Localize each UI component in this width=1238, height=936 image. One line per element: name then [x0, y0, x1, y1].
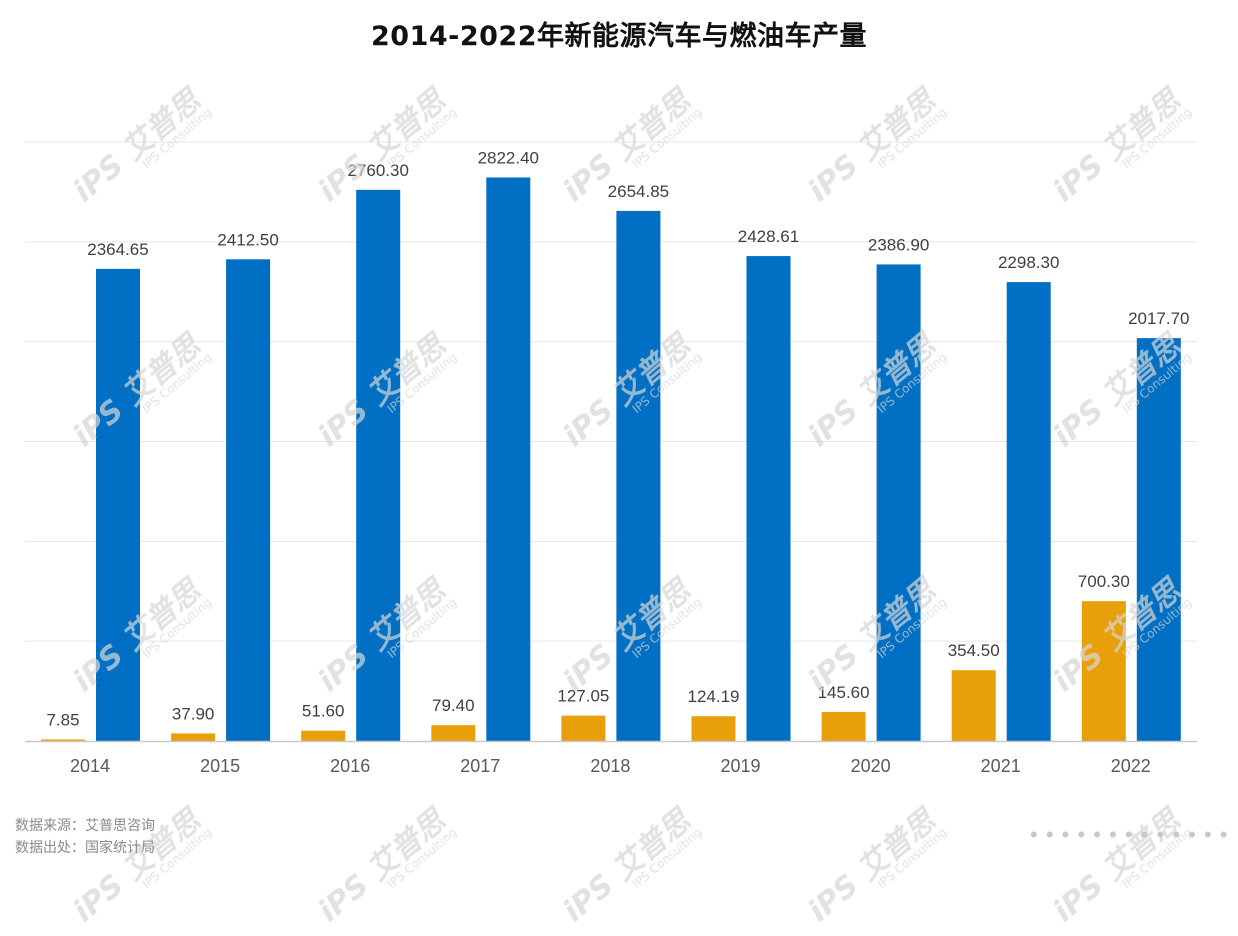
nev-label-2022: 700.30: [1078, 572, 1130, 591]
x-tick-label-2017: 2017: [460, 756, 500, 776]
fuel-bar-2014: [96, 268, 140, 741]
nev-label-2014: 7.85: [46, 710, 79, 729]
x-tick-label-2014: 2014: [70, 756, 110, 776]
fuel-label-2022: 2017.70: [1128, 309, 1189, 328]
nev-bar-2022: [1081, 601, 1126, 741]
chart-title: 2014-2022年新能源汽车与燃油车产量: [371, 21, 867, 52]
nev-label-2018: 127.05: [557, 687, 609, 706]
fuel-bar-2021: [1006, 282, 1051, 741]
nev-label-2017: 79.40: [432, 696, 475, 715]
bars: [41, 177, 1181, 742]
fuel-label-2014: 2364.65: [87, 240, 148, 259]
fuel-label-2020: 2386.90: [868, 235, 929, 254]
nev-label-2016: 51.60: [302, 702, 345, 721]
nev-bar-2016: [301, 730, 346, 741]
data-labels: 7.85 2364.65 37.90 2412.50 51.60 2760.30 79.40…: [46, 148, 1189, 729]
nev-label-2020: 145.60: [818, 683, 870, 702]
fuel-bar-2017: [486, 177, 531, 741]
bar-chart: 7.85 2364.65 37.90 2412.50 51.60 2760.30 79.40…: [25, 141, 1197, 776]
nev-bar-2020: [821, 711, 866, 741]
footnotes: 数据来源：艾普思咨询 数据出处：国家统计局: [15, 815, 155, 859]
nev-bar-2014: [41, 739, 85, 741]
x-tick-label-2022: 2022: [1111, 756, 1151, 776]
nev-bar-2019: [691, 716, 736, 741]
fuel-bar-2020: [876, 264, 921, 741]
x-tick-label-2015: 2015: [200, 756, 240, 776]
fuel-bar-2018: [616, 210, 661, 742]
x-axis: 2014 2015 2016 2017 2018 2019 2020 2021 2022: [25, 740, 1197, 776]
fuel-label-2015: 2412.50: [217, 230, 278, 249]
x-tick-label-2020: 2020: [851, 756, 891, 776]
nev-label-2019: 124.19: [688, 687, 740, 706]
fuel-label-2021: 2298.30: [998, 253, 1059, 272]
fuel-label-2019: 2428.61: [738, 227, 799, 246]
x-tick-label-2019: 2019: [720, 756, 760, 776]
fuel-label-2018: 2654.85: [608, 182, 669, 201]
fuel-bar-2015: [226, 259, 271, 741]
nev-label-2015: 37.90: [172, 704, 215, 723]
nev-bar-2021: [951, 670, 996, 741]
x-tick-label-2018: 2018: [590, 756, 630, 776]
nev-bar-2017: [431, 725, 476, 741]
fuel-label-2017: 2822.40: [478, 148, 539, 167]
x-tick-label-2016: 2016: [330, 756, 370, 776]
more-dots-icon: • • • • • • • • • • • • •: [1030, 822, 1229, 847]
fuel-bar-2022: [1136, 338, 1181, 741]
nev-label-2021: 354.50: [948, 641, 1000, 660]
fuel-bar-2019: [746, 256, 791, 741]
origin-note: 数据出处：国家统计局: [15, 840, 155, 856]
nev-bar-2018: [561, 715, 606, 741]
fuel-bar-2016: [356, 189, 401, 741]
x-tick-label-2021: 2021: [981, 756, 1021, 776]
fuel-label-2016: 2760.30: [347, 161, 408, 180]
gridlines: [25, 141, 1197, 642]
nev-bar-2015: [171, 733, 216, 741]
source-note: 数据来源：艾普思咨询: [15, 818, 155, 834]
